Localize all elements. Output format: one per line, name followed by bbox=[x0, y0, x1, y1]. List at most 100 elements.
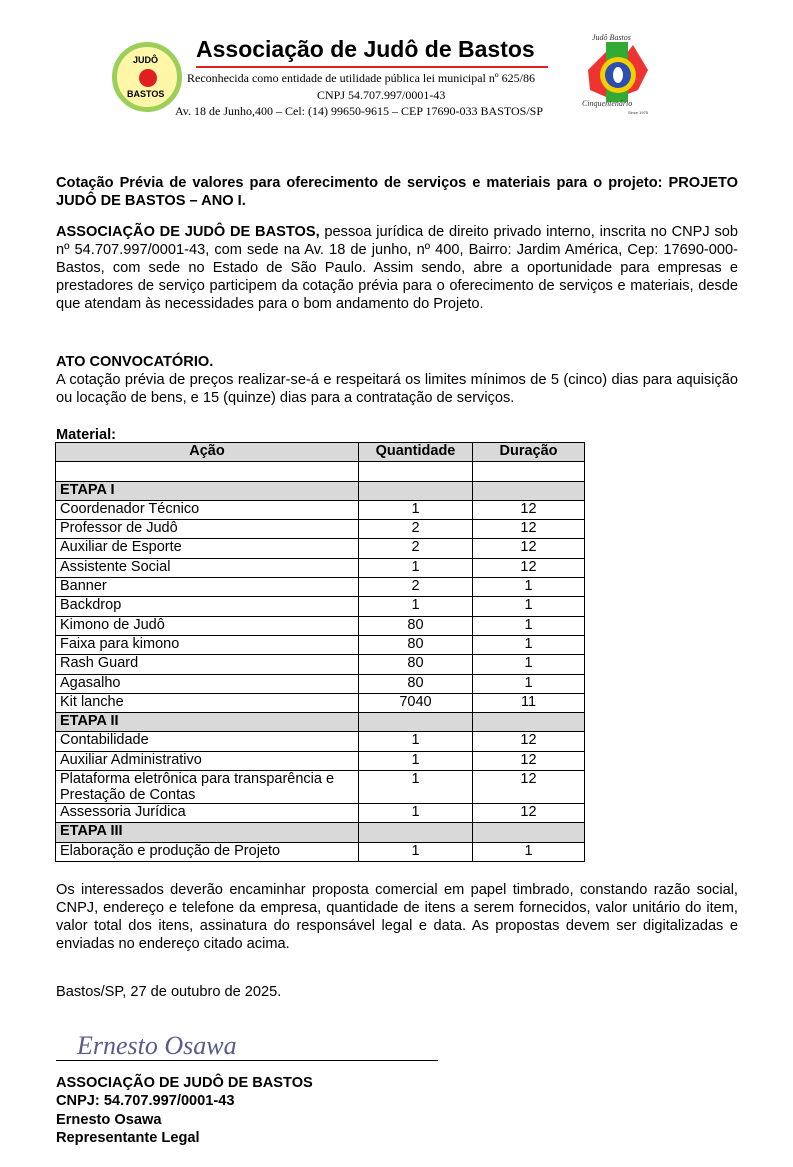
logo-text: JUDÔ bbox=[133, 55, 159, 65]
acao-cell: Auxiliar Administrativo bbox=[55, 750, 359, 772]
cinquentenario-logo: Judô Bastos Cinquentenário Since 1975 bbox=[582, 33, 649, 115]
duracao-cell: 12 bbox=[472, 731, 585, 752]
document-title: Cotação Prévia de valores para oferecime… bbox=[56, 175, 738, 209]
acao-cell: ETAPA II bbox=[55, 712, 359, 733]
acao-cell: Contabilidade bbox=[55, 731, 359, 752]
signature-line bbox=[56, 1060, 438, 1061]
quantidade-cell: 80 bbox=[358, 673, 473, 694]
material-label: Material: bbox=[56, 427, 117, 443]
signer-org: ASSOCIAÇÃO DE JUDÔ DE BASTOS bbox=[56, 1075, 313, 1091]
table-row: Auxiliar de Esporte 2 12 bbox=[55, 538, 585, 559]
header-cnpj: CNPJ 54.707.997/0001-43 bbox=[317, 88, 446, 102]
table-row: Agasalho 80 1 bbox=[55, 673, 585, 694]
quantidade-cell: 2 bbox=[358, 519, 473, 540]
quantidade-cell bbox=[358, 712, 473, 733]
duracao-cell bbox=[472, 822, 585, 843]
acao-cell: Coordenador Técnico bbox=[55, 499, 359, 521]
logo-text: Cinquentenário bbox=[582, 99, 632, 108]
duracao-cell bbox=[472, 480, 585, 501]
table-row: Auxiliar Administrativo 1 12 bbox=[55, 750, 585, 772]
acao-cell: Auxiliar de Esporte bbox=[55, 538, 359, 559]
acao-cell: Professor de Judô bbox=[55, 519, 359, 540]
table-row bbox=[55, 461, 585, 482]
quantidade-cell: 80 bbox=[358, 634, 473, 656]
header-acao: Ação bbox=[55, 441, 359, 463]
ato-heading: ATO CONVOCATÓRIO. bbox=[56, 354, 214, 370]
acao-cell: ETAPA I bbox=[55, 480, 359, 501]
logo-text: Judô Bastos bbox=[592, 33, 631, 42]
duracao-cell: 12 bbox=[472, 499, 585, 521]
table-row: Banner 2 1 bbox=[55, 577, 585, 598]
table-row: Professor de Judô 2 12 bbox=[55, 519, 585, 540]
acao-cell: Kit lanche bbox=[55, 692, 359, 714]
table-row: Rash Guard 80 1 bbox=[55, 654, 585, 675]
quantidade-cell bbox=[358, 461, 473, 482]
duracao-cell: 1 bbox=[472, 654, 585, 675]
table-row: Faixa para kimono 80 1 bbox=[55, 634, 585, 656]
material-table: Ação Quantidade Duração ETAPA I Coordenad… bbox=[55, 441, 585, 862]
acao-cell: Assessoria Jurídica bbox=[55, 803, 359, 824]
duracao-cell: 1 bbox=[472, 596, 585, 617]
acao-cell: Backdrop bbox=[55, 596, 359, 617]
duracao-cell: 1 bbox=[472, 841, 585, 862]
recognition-text: Reconhecida como entidade de utilidade p… bbox=[187, 71, 535, 85]
logo-text: Since 1975 bbox=[628, 110, 649, 115]
table-row: Elaboração e produção de Projeto 1 1 bbox=[55, 841, 585, 862]
quantidade-cell: 1 bbox=[358, 803, 473, 824]
table-row: Kit lanche 7040 11 bbox=[55, 692, 585, 714]
duracao-cell: 1 bbox=[472, 577, 585, 598]
duracao-cell: 1 bbox=[472, 634, 585, 656]
duracao-cell bbox=[472, 712, 585, 733]
table-row: Coordenador Técnico 1 12 bbox=[55, 499, 585, 521]
quantidade-cell: 1 bbox=[358, 750, 473, 772]
signer-cnpj: CNPJ: 54.707.997/0001-43 bbox=[56, 1093, 235, 1109]
duracao-cell: 12 bbox=[472, 557, 585, 579]
acao-cell: ETAPA III bbox=[55, 822, 359, 843]
stage-row: ETAPA III bbox=[55, 822, 585, 843]
acao-cell: Plataforma eletrônica para transparência… bbox=[55, 770, 359, 805]
duracao-cell: 1 bbox=[472, 615, 585, 636]
org-title: Associação de Judô de Bastos bbox=[196, 36, 535, 62]
quantidade-cell: 1 bbox=[358, 499, 473, 521]
date-line: Bastos/SP, 27 de outubro de 2025. bbox=[56, 984, 282, 1000]
duracao-cell: 1 bbox=[472, 673, 585, 694]
org-name-bold: ASSOCIAÇÃO DE JUDÔ DE BASTOS, bbox=[56, 224, 320, 240]
quantidade-cell bbox=[358, 822, 473, 843]
stage-row: ETAPA I bbox=[55, 480, 585, 501]
duracao-cell: 12 bbox=[472, 519, 585, 540]
table-row: Contabilidade 1 12 bbox=[55, 731, 585, 752]
intro-text: pessoa jurídica de direito privado inter… bbox=[56, 224, 738, 312]
logo-text: BASTOS bbox=[127, 89, 165, 99]
quantidade-cell: 80 bbox=[358, 615, 473, 636]
acao-cell: Kimono de Judô bbox=[55, 615, 359, 636]
quantidade-cell: 80 bbox=[358, 654, 473, 675]
table-row: Assessoria Jurídica 1 12 bbox=[55, 803, 585, 824]
signer-role: Representante Legal bbox=[56, 1130, 200, 1146]
quantidade-cell: 1 bbox=[358, 596, 473, 617]
acao-cell: Elaboração e produção de Projeto bbox=[55, 841, 359, 862]
header-quantidade: Quantidade bbox=[358, 441, 473, 463]
quantidade-cell: 1 bbox=[358, 770, 473, 805]
quantidade-cell: 1 bbox=[358, 557, 473, 579]
divider bbox=[196, 66, 548, 68]
table-row: Plataforma eletrônica para transparência… bbox=[55, 770, 585, 805]
quantidade-cell: 2 bbox=[358, 577, 473, 598]
closing-paragraph: Os interessados deverão encaminhar propo… bbox=[56, 882, 738, 952]
duracao-cell: 12 bbox=[472, 538, 585, 559]
intro-paragraph: ASSOCIAÇÃO DE JUDÔ DE BASTOS, pessoa jur… bbox=[56, 223, 738, 313]
duracao-cell: 12 bbox=[472, 750, 585, 772]
acao-cell: Agasalho bbox=[55, 673, 359, 694]
acao-cell bbox=[55, 461, 359, 482]
table-row: Backdrop 1 1 bbox=[55, 596, 585, 617]
acao-cell: Faixa para kimono bbox=[55, 634, 359, 656]
quantidade-cell: 1 bbox=[358, 841, 473, 862]
acao-cell: Banner bbox=[55, 577, 359, 598]
signer-name: Ernesto Osawa bbox=[56, 1112, 162, 1128]
quantidade-cell: 7040 bbox=[358, 692, 473, 714]
svg-text:Ernesto Osawa: Ernesto Osawa bbox=[76, 1031, 237, 1060]
signature: Ernesto Osawa bbox=[76, 1031, 237, 1060]
ato-text: A cotação prévia de preços realizar-se-á… bbox=[56, 372, 738, 406]
duracao-cell bbox=[472, 461, 585, 482]
duracao-cell: 12 bbox=[472, 803, 585, 824]
